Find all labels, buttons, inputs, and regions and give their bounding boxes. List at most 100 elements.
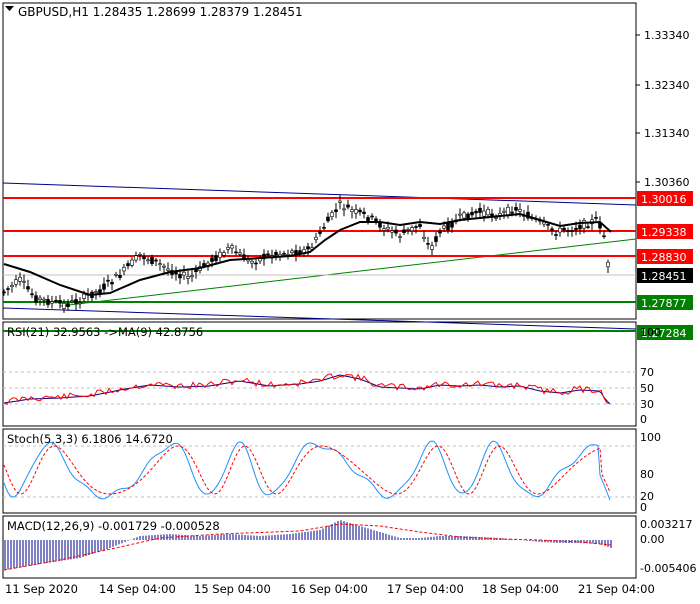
macd-axis: 0.003217 0.00 -0.005406 (640, 518, 696, 575)
price-bar-body (30, 293, 34, 296)
price-bar-body (566, 230, 570, 232)
current-price-tag: 1.28451 (637, 268, 693, 283)
price-bar-body (430, 245, 434, 250)
stoch-k-line (3, 440, 611, 501)
price-bar-body (518, 209, 522, 212)
rsi-axis: 100 70 50 30 0 (640, 326, 661, 426)
price-bar-body (486, 209, 490, 216)
trend-line[interactable] (59, 238, 637, 307)
price-bar-body (602, 235, 606, 238)
price-bar-body (230, 245, 234, 249)
level-tag: 1.27877 (637, 295, 693, 310)
price-bar-body (390, 230, 394, 233)
rsi-tick-label: 50 (640, 382, 654, 395)
price-bar-body (370, 215, 374, 218)
rsi-header: RSI(21) 32.9563 ->MA(9) 42.8756 (7, 325, 203, 339)
price-bar-body (442, 225, 446, 229)
price-bar-body (478, 207, 482, 213)
level-tag: 1.30016 (637, 191, 693, 206)
time-axis: 11 Sep 2020 14 Sep 04:00 15 Sep 04:00 16… (5, 582, 655, 596)
price-bar-body (546, 224, 550, 226)
time-tick-label: 17 Sep 04:00 (387, 582, 464, 596)
price-bar-body (118, 274, 122, 278)
price-tick-label: 1.30360 (644, 176, 690, 189)
price-bar-body (558, 227, 562, 233)
price-bar-body (22, 280, 26, 283)
price-bar-body (586, 226, 590, 228)
price-bar-body (378, 222, 382, 228)
stoch-header: Stoch(5,3,3) 6.1806 14.6720 (7, 432, 173, 446)
price-bar-body (146, 259, 150, 262)
time-tick-label: 18 Sep 04:00 (482, 582, 559, 596)
price-bar-body (358, 209, 362, 213)
macd-panel[interactable] (2, 515, 637, 579)
main-chart-header: GBPUSD,H1 1.28435 1.28699 1.28379 1.2845… (18, 5, 303, 19)
price-bar-body (334, 209, 338, 212)
level-tag: 1.28830 (637, 249, 693, 264)
stochastic-panel[interactable] (2, 428, 637, 514)
price-bar-body (362, 211, 366, 214)
price-bar-body (6, 288, 10, 290)
level-tag-label: 1.30016 (641, 193, 687, 206)
level-tag: 1.29338 (637, 224, 693, 239)
price-bar-body (330, 212, 334, 217)
price-bar-body (398, 236, 402, 238)
level-tag-label: 1.27284 (641, 327, 687, 340)
price-bar-body (606, 261, 610, 268)
rsi-tick-label: 30 (640, 398, 654, 411)
price-bar-body (150, 256, 154, 264)
price-bar-body (154, 259, 158, 262)
macd-tick-label: 0.00 (640, 533, 665, 546)
price-bar-body (74, 299, 78, 304)
price-bar-body (402, 229, 406, 233)
level-tag-label: 1.28830 (641, 251, 687, 264)
price-bar-body (38, 297, 42, 301)
price-bar-body (346, 204, 350, 208)
price-bar-body (70, 300, 74, 302)
price-bar-body (514, 207, 518, 211)
channel-lower-line[interactable] (2, 307, 637, 330)
price-bar-body (554, 234, 558, 236)
price-bar-body (102, 283, 106, 290)
price-bar-body (462, 212, 466, 219)
channel-upper-line[interactable] (2, 182, 637, 206)
price-bar-body (594, 216, 598, 219)
price-bar-body (254, 262, 258, 265)
price-bar-body (470, 211, 474, 216)
price-bar-body (234, 251, 238, 254)
price-bar-body (54, 299, 58, 302)
price-bar-body (350, 209, 354, 212)
price-bar-body (354, 209, 358, 214)
price-bar-body (34, 295, 38, 303)
price-bar-body (434, 236, 438, 242)
collapse-arrow-icon[interactable] (5, 6, 14, 11)
price-bar-body (134, 255, 138, 261)
price-bar-body (174, 272, 178, 275)
price-bar-body (262, 253, 266, 260)
price-axis: 1.33340 1.32340 1.31340 1.30360 (636, 29, 690, 189)
level-tag-box (637, 295, 693, 310)
price-bar-body (46, 299, 50, 305)
price-bars (2, 194, 610, 313)
price-bar-body (314, 236, 318, 241)
price-bar-body (2, 291, 6, 294)
price-bar-body (506, 206, 510, 216)
price-bar-body (342, 208, 346, 211)
main-price-panel[interactable] (2, 2, 637, 320)
price-bar-body (182, 271, 186, 276)
price-bar-body (66, 303, 70, 308)
price-bar-body (550, 228, 554, 231)
price-bar-body (162, 265, 166, 268)
price-bar-body (338, 200, 342, 203)
time-tick-label: 16 Sep 04:00 (291, 582, 368, 596)
stoch-tick-label: 0 (640, 501, 647, 514)
price-bar-body (582, 220, 586, 229)
level-tag-box (637, 191, 693, 206)
stoch-tick-label: 80 (640, 468, 654, 481)
price-bar-body (10, 284, 14, 288)
stoch-tick-label: 20 (640, 490, 654, 503)
rsi-panel[interactable] (2, 321, 637, 427)
price-bar-body (210, 257, 214, 262)
